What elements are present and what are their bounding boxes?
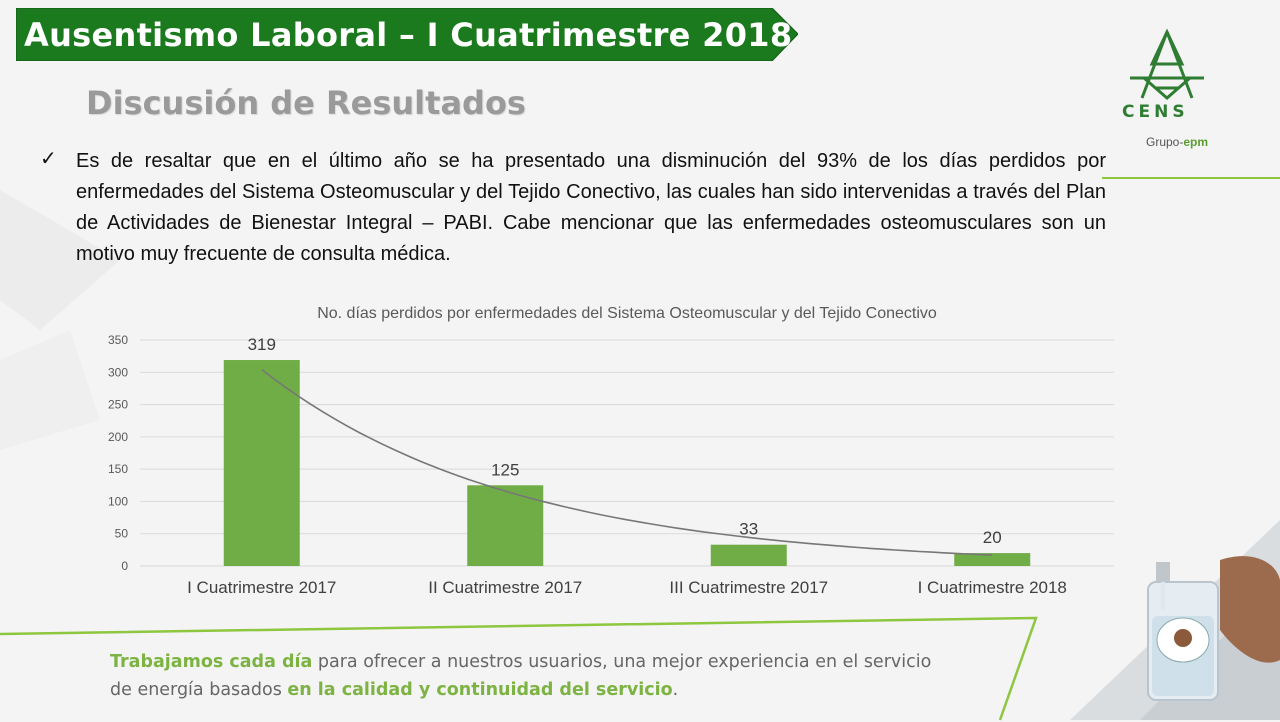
- footer-bold-3: en la calidad y continuidad del servicio: [287, 680, 673, 700]
- page-title: Ausentismo Laboral – I Cuatrimestre 2018: [24, 16, 793, 54]
- chart-title: No. días perdidos por enfermedades del S…: [317, 305, 937, 322]
- y-tick-label: 350: [108, 333, 128, 347]
- logo-group-brand: epm: [1183, 135, 1209, 149]
- y-tick-label: 0: [121, 559, 128, 573]
- y-tick-label: 300: [108, 365, 128, 379]
- data-label: 319: [248, 335, 276, 354]
- bar: [467, 485, 544, 566]
- data-label: 33: [739, 520, 758, 539]
- bar: [954, 553, 1031, 566]
- water-glass-photo: [1070, 520, 1280, 720]
- y-tick-label: 100: [108, 494, 128, 508]
- title-banner: Ausentismo Laboral – I Cuatrimestre 2018: [16, 8, 798, 61]
- x-tick-label: I Cuatrimestre 2018: [918, 578, 1067, 597]
- footer-text-2: para ofrecer a nuestros usuarios, una me…: [110, 652, 932, 700]
- checkmark-icon: ✓: [40, 148, 57, 170]
- y-tick-label: 150: [108, 462, 128, 476]
- bar: [223, 360, 300, 566]
- x-tick-label: II Cuatrimestre 2017: [428, 578, 582, 597]
- data-label: 20: [983, 528, 1002, 547]
- banner-shape: [16, 8, 798, 61]
- cens-tower-logo-icon: [1130, 28, 1204, 100]
- body-paragraph: Es de resaltar que en el último año se h…: [76, 150, 1106, 265]
- data-label: 125: [491, 460, 519, 479]
- section-subtitle: Discusión de Resultados: [86, 84, 526, 122]
- footer-bold-1: Trabajamos cada día: [110, 652, 313, 672]
- x-tick-label: I Cuatrimestre 2017: [187, 578, 336, 597]
- right-accent-line: [1102, 177, 1280, 179]
- footer-message: Trabajamos cada día para ofrecer a nuest…: [110, 648, 940, 704]
- logo-name: CENS: [1122, 102, 1189, 122]
- x-tick-label: III Cuatrimestre 2017: [669, 578, 828, 597]
- logo-group-prefix: Grupo-: [1146, 135, 1184, 149]
- footer-text-4: .: [672, 680, 679, 700]
- y-tick-label: 250: [108, 398, 128, 412]
- trendline: [261, 368, 993, 556]
- y-tick-label: 50: [115, 527, 129, 541]
- logo-group: Grupo-epm: [1146, 135, 1208, 149]
- y-tick-label: 200: [108, 430, 128, 444]
- bar-chart: No. días perdidos por enfermedades del S…: [108, 305, 1114, 597]
- bar: [710, 544, 787, 566]
- bottom-accent-line: [0, 616, 1038, 721]
